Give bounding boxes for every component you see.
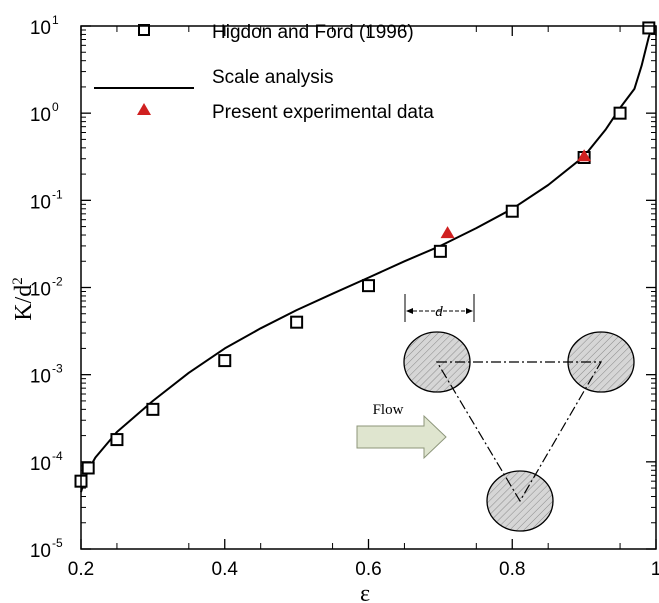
plot-frame xyxy=(80,25,657,550)
y-tick-label: 10 xyxy=(30,280,51,301)
y-tick-label: 10 xyxy=(30,18,51,39)
data-point-higdon-ford xyxy=(81,461,95,475)
data-point-higdon-ford xyxy=(290,315,304,329)
data-point-higdon-ford xyxy=(642,21,656,35)
y-tick-exponent: -2 xyxy=(52,275,63,289)
data-point-higdon-ford xyxy=(505,204,519,218)
legend-marker-experimental xyxy=(137,103,151,115)
data-point-higdon-ford xyxy=(146,402,160,416)
x-tick-label: 0.2 xyxy=(68,559,94,580)
legend-marker-higdon-ford xyxy=(138,24,150,36)
data-point-experimental xyxy=(577,149,592,162)
triangle-lattice xyxy=(435,361,603,503)
y-tick-exponent: -5 xyxy=(52,536,63,550)
data-point-higdon-ford xyxy=(613,106,627,120)
series-line-scale-analysis xyxy=(80,25,654,493)
data-point-higdon-ford xyxy=(433,244,447,258)
legend-label-higdon-ford: Higdon and Ford (1996) xyxy=(212,22,414,43)
flow-label: Flow xyxy=(373,402,404,418)
data-point-higdon-ford xyxy=(110,433,124,447)
data-point-higdon-ford xyxy=(362,279,375,293)
marker-layer xyxy=(74,21,656,488)
y-axis-title-sup: 2 xyxy=(10,277,26,285)
y-tick-exponent: -1 xyxy=(52,187,63,201)
y-tick-label: 10 xyxy=(30,105,51,126)
data-point-higdon-ford xyxy=(218,354,232,368)
data-point-experimental xyxy=(440,226,455,239)
x-tick-label: 1 xyxy=(651,559,659,580)
curve-layer xyxy=(80,25,654,493)
x-tick-label: 0.4 xyxy=(212,559,239,580)
x-tick-label: 0.6 xyxy=(355,559,381,580)
y-tick-label: 10 xyxy=(30,454,51,475)
spacing-label: d xyxy=(435,304,443,320)
y-tick-label: 10 xyxy=(30,367,51,388)
y-axis-title-base: K/d xyxy=(11,285,37,321)
spacing-arrow-left xyxy=(406,308,413,314)
y-axis-title: K/d2 xyxy=(10,277,37,321)
legend-label-scale-analysis: Scale analysis xyxy=(212,67,333,88)
y-tick-exponent: 1 xyxy=(52,13,59,27)
y-tick-label: 10 xyxy=(30,192,51,213)
legend: Higdon and Ford (1996) Scale analysis Pr… xyxy=(94,22,434,123)
flow-arrow-icon xyxy=(356,414,447,460)
svg-text:K/d2: K/d2 xyxy=(10,277,37,321)
y-tick-label: 10 xyxy=(30,541,51,562)
spacing-arrow-right xyxy=(466,308,473,314)
x-tick-label: 0.8 xyxy=(499,559,525,580)
x-axis-title: ε xyxy=(360,581,370,603)
legend-label-experimental: Present experimental data xyxy=(212,102,434,123)
y-tick-exponent: 0 xyxy=(52,100,59,114)
y-tick-exponent: -4 xyxy=(52,449,63,463)
inset-schematic: d Flow xyxy=(356,294,635,532)
y-tick-exponent: -3 xyxy=(52,362,63,376)
